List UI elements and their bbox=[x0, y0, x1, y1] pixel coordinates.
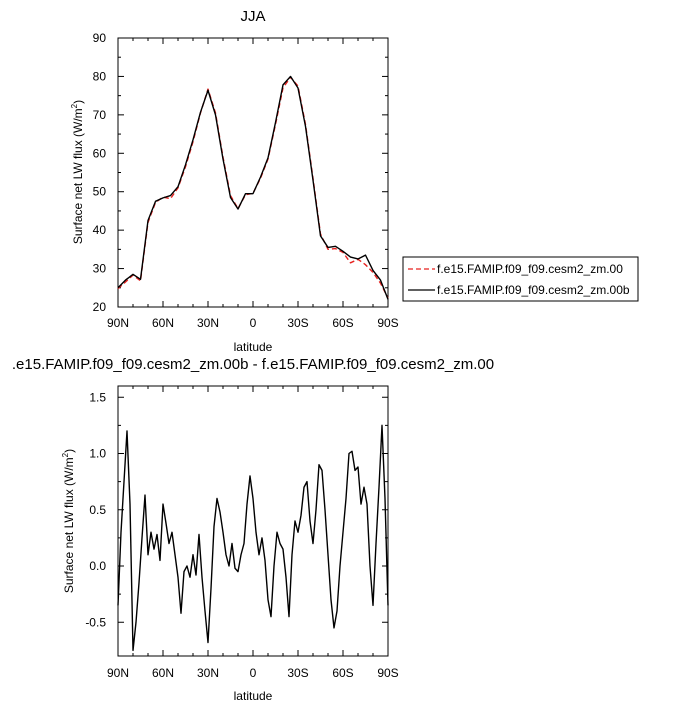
x-axis-label: latitude bbox=[234, 689, 273, 703]
y-axis-label-superscript: 2 bbox=[70, 103, 79, 108]
legend: f.e15.FAMIP.f09_f09.cesm2_zm.00 f.e15.FA… bbox=[402, 256, 639, 302]
y-axis-label-main: Surface net LW flux (W/m bbox=[71, 108, 85, 244]
tick-marks bbox=[117, 37, 389, 308]
x-tick-label: 60S bbox=[332, 666, 353, 680]
x-tick-label: 90N bbox=[107, 316, 129, 330]
tick-marks bbox=[117, 386, 389, 656]
y-axis-label-main: Surface net LW flux (W/m bbox=[62, 457, 76, 593]
x-tick-label: 90N bbox=[107, 666, 129, 680]
y-tick-label: 0.0 bbox=[89, 559, 106, 573]
y-tick-label: 80 bbox=[93, 69, 107, 83]
y-axis-label-suffix: ) bbox=[62, 449, 76, 453]
plot-frame bbox=[117, 385, 389, 657]
y-tick-label: 60 bbox=[93, 146, 107, 160]
chart-title: JJA bbox=[240, 8, 265, 25]
x-tick-label: 60N bbox=[152, 316, 174, 330]
panel-top-chart: JJA 90N 60N 30N 0 30S 60S 90S 20 30 40 50 60 70 80 90… bbox=[70, 8, 399, 354]
series-line-1 bbox=[117, 75, 389, 300]
y-tick-label: 90 bbox=[93, 31, 107, 45]
x-tick-label: 0 bbox=[250, 316, 257, 330]
y-tick-label: 1.5 bbox=[89, 390, 106, 404]
x-tick-label: 30S bbox=[287, 666, 308, 680]
x-tick-label: 60N bbox=[152, 666, 174, 680]
y-tick-label: 20 bbox=[93, 300, 107, 314]
x-tick-label: 90S bbox=[377, 666, 398, 680]
x-tick-labels: 90N 60N 30N 0 30S 60S 90S bbox=[107, 316, 399, 330]
y-tick-label: 50 bbox=[93, 185, 107, 199]
x-tick-label: 30S bbox=[287, 316, 308, 330]
legend-label-1: f.e15.FAMIP.f09_f09.cesm2_zm.00b bbox=[437, 283, 630, 297]
y-tick-label: 1.0 bbox=[89, 447, 106, 461]
chart-title: .e15.FAMIP.f09_f09.cesm2_zm.00b - f.e15.… bbox=[12, 356, 494, 373]
y-axis-label: Surface net LW flux (W/m2) bbox=[70, 100, 85, 244]
y-tick-labels: -0.5 0.0 0.5 1.0 1.5 bbox=[85, 390, 106, 629]
y-tick-label: 40 bbox=[93, 223, 107, 237]
y-axis-label-superscript: 2 bbox=[61, 452, 70, 457]
y-tick-label: 30 bbox=[93, 262, 107, 276]
series-lines bbox=[117, 75, 389, 300]
y-tick-label: -0.5 bbox=[85, 615, 106, 629]
legend-label-0: f.e15.FAMIP.f09_f09.cesm2_zm.00 bbox=[437, 262, 623, 276]
x-tick-labels: 90N 60N 30N 0 30S 60S 90S bbox=[107, 666, 399, 680]
x-tick-label: 90S bbox=[377, 316, 398, 330]
series-line-0 bbox=[117, 424, 389, 652]
x-tick-label: 30N bbox=[197, 316, 219, 330]
legend-box bbox=[402, 256, 639, 302]
y-axis-label: Surface net LW flux (W/m2) bbox=[61, 449, 76, 593]
panel-bottom-chart: .e15.FAMIP.f09_f09.cesm2_zm.00b - f.e15.… bbox=[12, 356, 494, 703]
x-tick-label: 30N bbox=[197, 666, 219, 680]
series-line-0 bbox=[117, 76, 389, 299]
x-tick-label: 60S bbox=[332, 316, 353, 330]
x-tick-label: 0 bbox=[250, 666, 257, 680]
y-tick-label: 70 bbox=[93, 108, 107, 122]
y-axis-label-suffix: ) bbox=[71, 100, 85, 104]
series-lines bbox=[117, 424, 389, 652]
y-tick-labels: 20 30 40 50 60 70 80 90 bbox=[93, 31, 107, 314]
y-tick-label: 0.5 bbox=[89, 503, 106, 517]
plot-frame bbox=[117, 37, 389, 308]
x-axis-label: latitude bbox=[234, 340, 273, 354]
